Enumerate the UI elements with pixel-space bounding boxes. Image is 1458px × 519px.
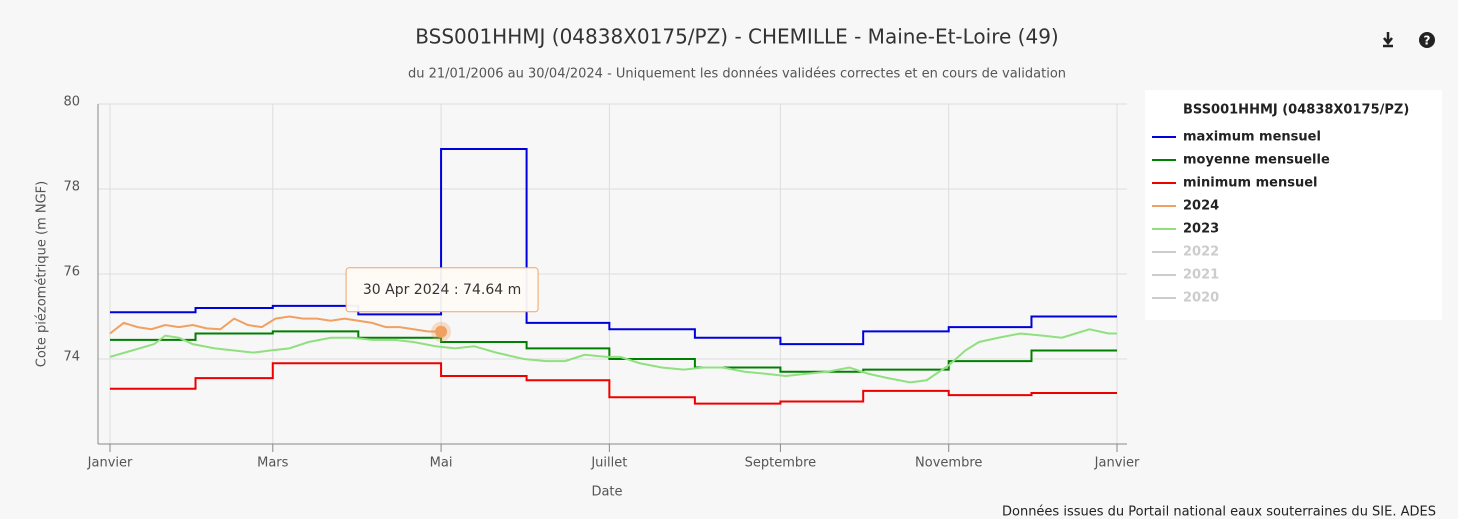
x-tick-label: Janvier (1094, 456, 1140, 471)
x-tick-label: Novembre (915, 456, 982, 471)
credit: Données issues du Portail national eaux … (1002, 505, 1436, 519)
series-line (109, 315, 442, 335)
tooltip-box (345, 267, 539, 313)
legend-label: 2020 (1183, 291, 1219, 306)
x-tick-label: Janvier (87, 456, 133, 471)
download-icon[interactable] (1383, 32, 1393, 48)
legend-label: maximum mensuel (1183, 130, 1321, 145)
legend-label: 2023 (1183, 222, 1219, 237)
x-tick-label: Mars (257, 456, 289, 471)
x-tick-label: Septembre (745, 456, 817, 471)
chart-subtitle: du 21/01/2006 au 30/04/2024 - Uniquement… (408, 67, 1066, 82)
y-tick-label: 74 (63, 350, 80, 365)
series-line (110, 362, 1117, 405)
legend-label: moyenne mensuelle (1183, 153, 1330, 168)
x-tick-label: Juillet (590, 456, 627, 471)
help-icon[interactable]: ? (1419, 32, 1435, 48)
tooltip-text: 30 Apr 2024 : 74.64 m (363, 282, 521, 298)
tooltip-point (435, 325, 448, 338)
chart-title: BSS001HHMJ (04838X0175/PZ) - CHEMILLE - … (415, 25, 1058, 49)
legend-title: BSS001HHMJ (04838X0175/PZ) (1183, 103, 1409, 118)
y-axis-label: Cote piézométrique (m NGF) (35, 181, 50, 367)
legend-label: 2024 (1183, 199, 1219, 214)
y-tick-label: 76 (63, 265, 80, 280)
series-line (110, 330, 1117, 373)
x-tick-label: Mai (430, 456, 453, 471)
series-line (110, 148, 1117, 346)
legend-label: 2022 (1183, 245, 1219, 260)
x-axis-label: Date (591, 485, 622, 500)
series-line (109, 328, 1117, 384)
y-tick-label: 80 (63, 95, 80, 110)
legend-label: 2021 (1183, 268, 1219, 283)
svg-text:?: ? (1424, 34, 1431, 48)
y-tick-label: 78 (63, 180, 80, 195)
legend-box (1145, 90, 1442, 320)
legend-label: minimum mensuel (1183, 176, 1317, 191)
